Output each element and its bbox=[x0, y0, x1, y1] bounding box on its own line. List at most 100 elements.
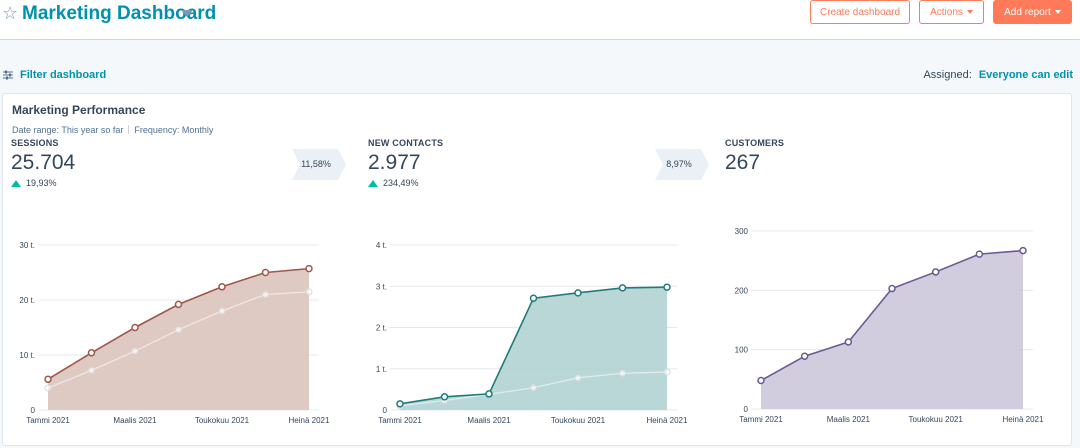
data-point bbox=[1019, 246, 1027, 255]
data-point bbox=[529, 294, 538, 302]
create-dashboard-label: Create dashboard bbox=[819, 6, 901, 18]
y-tick-label: 300 bbox=[735, 227, 749, 236]
actions-label: Actions bbox=[930, 6, 963, 18]
report-title[interactable]: Marketing Performance bbox=[12, 103, 146, 117]
comparison-data-point bbox=[305, 288, 313, 296]
favorite-star-icon[interactable]: ☆ bbox=[2, 3, 19, 24]
data-point bbox=[757, 376, 765, 385]
add-report-caret-icon bbox=[1054, 10, 1061, 14]
filter-sliders-icon[interactable] bbox=[3, 70, 13, 80]
data-point bbox=[174, 300, 183, 309]
comparison-data-point bbox=[262, 291, 269, 298]
comparison-data-point bbox=[574, 374, 582, 382]
data-point bbox=[218, 283, 226, 291]
y-tick-label: 0 bbox=[383, 406, 388, 415]
y-tick-label: 2 t. bbox=[376, 324, 387, 333]
data-point bbox=[975, 250, 984, 258]
filter-dashboard-link[interactable]: Filter dashboard bbox=[20, 69, 107, 81]
kpi-sessions: SESSIONS 25.704 19,93% bbox=[11, 138, 75, 188]
actions-button[interactable]: Actions bbox=[919, 0, 984, 24]
data-point bbox=[844, 338, 853, 346]
x-tick-label: Toukokuu 2021 bbox=[551, 416, 606, 425]
kpi-change-value: 19,93% bbox=[26, 178, 57, 188]
kpi-value: 2.977 bbox=[368, 151, 421, 174]
series-area-fill bbox=[761, 250, 1023, 409]
data-point bbox=[888, 284, 896, 293]
series-area-fill bbox=[400, 287, 667, 410]
dashboard-title[interactable]: Marketing Dashboard bbox=[22, 3, 217, 24]
data-point bbox=[44, 375, 52, 383]
data-point bbox=[87, 349, 96, 357]
conversion-chevron-arrow-icon bbox=[655, 149, 709, 180]
comparison-data-point bbox=[175, 326, 182, 334]
comparison-data-point bbox=[663, 368, 671, 376]
data-point bbox=[396, 400, 404, 408]
comparison-data-point bbox=[88, 366, 95, 374]
x-tick-label: Maalis 2021 bbox=[467, 416, 511, 425]
x-tick-label: Tammi 2021 bbox=[26, 416, 70, 425]
conversion-rate-arrow: 11,58% bbox=[292, 149, 346, 180]
series-area-fill bbox=[48, 268, 309, 410]
y-tick-label: 1 t. bbox=[376, 365, 387, 374]
filter-bar: Filter dashboard Assigned: Everyone can … bbox=[0, 68, 1080, 84]
y-tick-label: 0 bbox=[744, 405, 749, 414]
data-point bbox=[485, 390, 493, 398]
y-tick-label: 20 t. bbox=[19, 296, 35, 305]
data-point bbox=[931, 268, 940, 276]
y-tick-label: 3 t. bbox=[376, 282, 387, 291]
y-tick-label: 30 t. bbox=[19, 241, 35, 250]
y-tick-label: 200 bbox=[735, 286, 749, 295]
report-meta: Date range: This year so far Frequency: M… bbox=[12, 125, 213, 135]
kpi-value: 267 bbox=[725, 151, 761, 174]
kpi-change: 234,49% bbox=[368, 178, 443, 188]
data-point bbox=[261, 268, 270, 277]
x-tick-label: Tammi 2021 bbox=[739, 415, 783, 424]
x-tick-label: Maalis 2021 bbox=[827, 415, 871, 424]
kpi-change-value: 234,49% bbox=[383, 178, 419, 188]
assigned-value-link[interactable]: Everyone can edit bbox=[978, 69, 1073, 81]
x-tick-label: Toukokuu 2021 bbox=[909, 415, 964, 424]
y-tick-label: 0 bbox=[31, 406, 36, 415]
comparison-data-point bbox=[619, 369, 626, 377]
y-tick-label: 10 t. bbox=[19, 351, 35, 360]
dashboard-header: ☆ Marketing Dashboard Create dashboard A… bbox=[0, 0, 1080, 40]
create-dashboard-button[interactable]: Create dashboard bbox=[810, 0, 910, 24]
data-point bbox=[574, 289, 582, 297]
comparison-data-point bbox=[530, 384, 537, 392]
actions-caret-icon bbox=[966, 10, 973, 14]
y-tick-label: 4 t. bbox=[376, 241, 387, 250]
assigned-info: Assigned: Everyone can edit bbox=[923, 69, 1073, 81]
x-tick-label: Heinä 2021 bbox=[647, 416, 688, 425]
comparison-data-point bbox=[218, 307, 226, 315]
kpi-change: 19,93% bbox=[11, 178, 75, 188]
kpi-label: NEW CONTACTS bbox=[368, 138, 444, 148]
data-point bbox=[305, 264, 313, 273]
data-point bbox=[800, 352, 809, 360]
comparison-data-point bbox=[44, 384, 52, 392]
conversion-chevron-arrow-icon bbox=[292, 149, 346, 180]
comparison-data-point bbox=[131, 347, 139, 355]
x-tick-label: Heinä 2021 bbox=[1003, 415, 1044, 424]
x-tick-label: Maalis 2021 bbox=[113, 416, 157, 425]
data-point bbox=[618, 284, 627, 292]
conversion-rate-arrow: 8,97% bbox=[655, 149, 709, 180]
dashboard-switcher-chevron-down-icon[interactable] bbox=[181, 10, 193, 17]
x-tick-label: Toukokuu 2021 bbox=[195, 416, 250, 425]
add-report-label: Add report bbox=[1004, 6, 1051, 18]
frequency-text: Frequency: Monthly bbox=[134, 125, 214, 135]
kpi-new-contacts: NEW CONTACTS 2.977 234,49% bbox=[368, 138, 443, 188]
conversion-rate-value: 11,58% bbox=[301, 159, 331, 169]
conversion-rate-value: 8,97% bbox=[666, 159, 692, 169]
kpi-label: SESSIONS bbox=[11, 138, 59, 148]
kpi-value: 25.704 bbox=[11, 151, 76, 174]
y-tick-label: 100 bbox=[735, 346, 749, 355]
x-tick-label: Heinä 2021 bbox=[289, 416, 330, 425]
date-range-text: Date range: This year so far bbox=[12, 125, 124, 135]
data-point bbox=[131, 323, 139, 332]
kpi-customers: CUSTOMERS 267 bbox=[725, 138, 784, 175]
trend-up-icon bbox=[11, 179, 21, 187]
add-report-button[interactable]: Add report bbox=[993, 0, 1072, 24]
